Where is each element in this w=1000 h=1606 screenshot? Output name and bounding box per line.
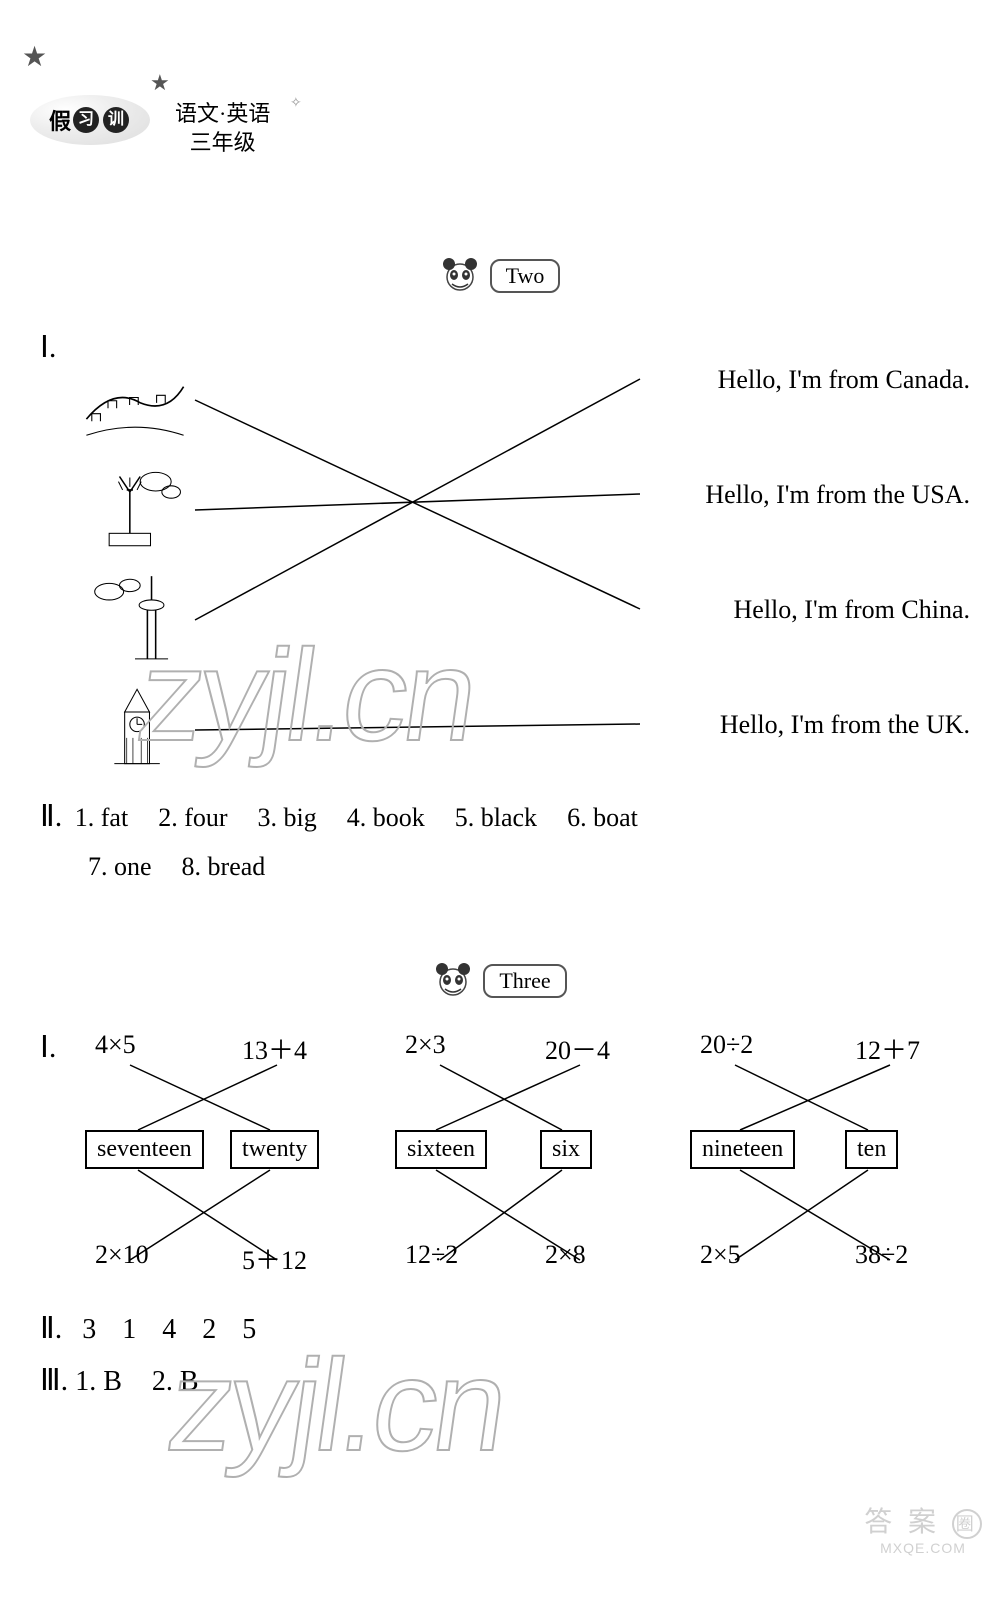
math-expr: 2×10 xyxy=(95,1240,149,1270)
math-expr: 5＋12 xyxy=(242,1240,307,1277)
country-sentence: Hello, I'm from Canada. xyxy=(718,365,970,395)
grade-line: 三年级 xyxy=(175,129,270,158)
subject-line: 语文·英语 xyxy=(175,100,270,129)
section-badge: Three xyxy=(483,964,566,998)
landmark-sketch xyxy=(80,460,190,555)
badge-char: 习 xyxy=(73,107,99,133)
math-expr: 12＋7 xyxy=(855,1030,920,1067)
section-badge: Two xyxy=(490,259,561,293)
math-expr: 20÷2 xyxy=(700,1030,753,1060)
country-sentence: Hello, I'm from China. xyxy=(734,595,970,625)
answer-item: 2. four xyxy=(158,795,227,842)
country-sentence: Hello, I'm from the UK. xyxy=(720,710,970,740)
answer-row-II: Ⅱ. 31425 xyxy=(40,1305,269,1353)
landmark-sketch xyxy=(80,570,190,665)
sequence-number: 4 xyxy=(149,1308,189,1353)
math-expr: 13＋4 xyxy=(242,1030,307,1067)
series-badge: 假 习 训 xyxy=(30,95,150,145)
mc-answer: 1. B xyxy=(75,1366,122,1397)
answer-row-III: Ⅲ. 1. B 2. B xyxy=(40,1357,269,1405)
star-icon: ✧ xyxy=(290,95,302,112)
math-expr: 12÷2 xyxy=(405,1240,458,1270)
answer-item: 6. boat xyxy=(567,795,638,842)
badge-char: 假 xyxy=(49,104,71,136)
sequence-number: 5 xyxy=(229,1308,269,1353)
sequence-number: 1 xyxy=(109,1308,149,1353)
star-icon: ★ xyxy=(22,40,47,74)
answer-item: 7. one xyxy=(88,844,152,891)
watermark-logo: 答 案 圈MXQE.COM xyxy=(858,1500,988,1556)
section-three-answers: Ⅱ. 31425 Ⅲ. 1. B 2. B xyxy=(40,1305,269,1409)
answer-item: 8. bread xyxy=(182,844,266,891)
math-expr: 38÷2 xyxy=(855,1240,908,1270)
number-word-box: six xyxy=(540,1130,592,1169)
roman-III: Ⅲ. xyxy=(40,1364,68,1397)
section-three-header: Three xyxy=(0,960,1000,1001)
answer-item: 4. book xyxy=(347,795,425,842)
number-word-box: twenty xyxy=(230,1130,319,1169)
math-expr: 2×5 xyxy=(700,1240,741,1270)
section-two-header: Two xyxy=(0,255,1000,296)
section-two-answers: Ⅱ. 1. fat 2. four 3. big 4. book 5. black 6. … xyxy=(40,790,960,891)
math-expr: 4×5 xyxy=(95,1030,136,1060)
sequence-number: 3 xyxy=(69,1308,109,1353)
star-icon: ★ xyxy=(150,70,170,96)
page-header: ★ ★ 假 习 训 语文·英语 三年级 ✧ xyxy=(30,60,350,190)
matching-diagram: Hello, I'm from Canada. Hello, I'm from t… xyxy=(0,320,1000,780)
answer-item: 1. fat xyxy=(75,795,128,842)
panda-icon xyxy=(440,255,480,296)
subject-label: 语文·英语 三年级 xyxy=(175,100,270,157)
panda-icon xyxy=(433,960,473,1001)
number-word-box: sixteen xyxy=(395,1130,487,1169)
badge-char: 训 xyxy=(103,107,129,133)
math-expr: 2×8 xyxy=(545,1240,586,1270)
roman-II: Ⅱ. xyxy=(40,800,62,833)
country-sentence: Hello, I'm from the USA. xyxy=(705,480,970,510)
landmark-sketch xyxy=(80,350,190,445)
answer-item: 3. big xyxy=(258,795,317,842)
roman-II: Ⅱ. xyxy=(40,1312,62,1345)
sequence-number: 2 xyxy=(189,1308,229,1353)
number-word-box: nineteen xyxy=(690,1130,795,1169)
math-expr: 2×3 xyxy=(405,1030,446,1060)
number-word-box: seventeen xyxy=(85,1130,204,1169)
answer-item: 5. black xyxy=(455,795,537,842)
math-expr: 20－4 xyxy=(545,1030,610,1067)
number-word-box: ten xyxy=(845,1130,898,1169)
mc-answer: 2. B xyxy=(152,1366,199,1397)
landmark-sketch xyxy=(80,680,190,775)
